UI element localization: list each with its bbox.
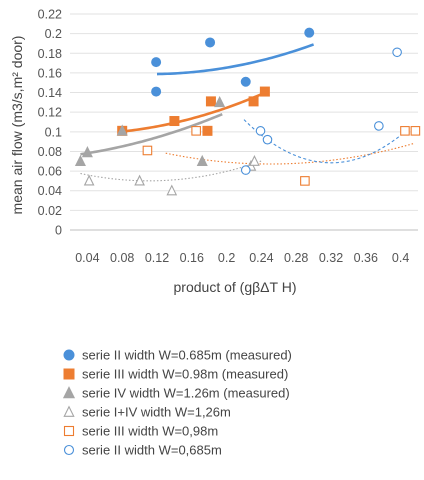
data-point-series-4 — [166, 184, 178, 196]
data-point-series-1 — [240, 76, 251, 87]
data-points — [74, 27, 421, 196]
y-tick-label: 0.14 — [38, 86, 62, 100]
legend-marker-series-6 — [63, 444, 75, 456]
trendline-series-4 — [80, 160, 262, 182]
x-axis-title: product of (gβΔT H) — [174, 279, 297, 295]
data-point-series-6 — [392, 47, 402, 58]
trendlines — [80, 43, 414, 182]
data-point-series-3 — [116, 124, 128, 136]
x-tick-label: 0.16 — [180, 251, 204, 265]
legend-label-series-3: serie IV width W=1.26m (measured) — [82, 386, 290, 401]
data-point-series-6 — [255, 126, 266, 136]
legend-marker-series-3 — [62, 386, 76, 399]
y-tick-label: 0.2 — [45, 27, 62, 41]
legend-label-series-6: serie II width W=0,685m — [82, 443, 222, 458]
data-point-series-3 — [196, 154, 208, 167]
x-tick-label: 0.2 — [218, 251, 235, 265]
data-point-series-5 — [191, 126, 201, 136]
data-point-series-5 — [410, 126, 421, 136]
data-point-series-1 — [151, 57, 162, 68]
y-tick-label: 0.18 — [38, 47, 62, 61]
data-point-series-1 — [151, 86, 162, 97]
data-point-series-4 — [83, 174, 95, 186]
data-point-series-1 — [304, 27, 315, 38]
y-axis-ticks: 0 0.02 0.04 0.06 0.08 0.1 0.12 0.14 0.16 0.18 0.2 0… — [38, 8, 62, 238]
x-tick-label: 0.08 — [110, 251, 134, 265]
data-point-series-5 — [142, 145, 153, 156]
data-point-series-2 — [202, 125, 213, 136]
data-point-series-5 — [300, 176, 310, 186]
y-tick-label: 0 — [55, 224, 62, 238]
x-tick-label: 0.12 — [145, 251, 169, 265]
y-axis-title: mean air flow (m3/s,m² door) — [9, 36, 25, 215]
y-tick-label: 0.02 — [38, 204, 62, 218]
data-point-series-4 — [134, 174, 145, 186]
legend-label-series-4: serie I+IV width W=1,26m — [82, 405, 231, 420]
y-tick-label: 0.16 — [38, 66, 62, 80]
trendline-series-1 — [156, 43, 315, 76]
trendline-series-3 — [80, 112, 223, 156]
data-point-series-3 — [74, 154, 86, 167]
x-tick-label: 0.4 — [392, 251, 409, 265]
data-point-series-1 — [205, 37, 216, 48]
y-tick-label: 0.22 — [38, 8, 62, 22]
x-tick-label: 0.32 — [319, 251, 343, 265]
trendline-series-6 — [243, 119, 410, 164]
data-point-series-4 — [249, 154, 260, 166]
y-tick-label: 0.04 — [38, 184, 62, 198]
y-tick-label: 0.1 — [45, 125, 62, 139]
x-tick-label: 0.04 — [75, 251, 99, 265]
x-tick-label: 0.28 — [284, 251, 308, 265]
legend-label-series-2: serie III width W=0.98m (measured) — [82, 367, 288, 382]
legend-label-series-5: serie III width W=0,98m — [82, 424, 218, 439]
legend-marker-series-4 — [63, 405, 75, 417]
data-point-series-6 — [240, 165, 251, 175]
x-tick-label: 0.36 — [354, 251, 378, 265]
data-point-series-2 — [169, 116, 180, 127]
data-point-series-2 — [205, 96, 216, 107]
data-point-series-2 — [259, 86, 270, 97]
data-point-series-6 — [262, 134, 273, 145]
data-point-series-3 — [214, 95, 226, 108]
x-tick-label: 0.24 — [249, 251, 273, 265]
legend-marker-series-1 — [63, 349, 75, 361]
data-point-series-3 — [81, 146, 93, 158]
data-point-series-6 — [374, 121, 384, 131]
y-tick-label: 0.12 — [38, 106, 62, 120]
gridlines — [70, 13, 418, 231]
y-tick-label: 0.08 — [38, 145, 62, 159]
data-point-series-2 — [248, 96, 259, 107]
legend-label-series-1: serie II width W=0.685m (measured) — [82, 348, 292, 363]
legend: serie II width W=0.685m (measured) serie … — [62, 348, 292, 458]
legend-marker-series-2 — [63, 368, 75, 380]
x-axis-ticks: 0.04 0.08 0.12 0.16 0.2 0.24 0.28 0.32 0.36 0.4 — [75, 251, 409, 265]
trendline-series-2 — [122, 91, 267, 133]
legend-marker-series-5 — [63, 425, 75, 437]
data-point-series-5 — [400, 126, 410, 136]
y-tick-label: 0.06 — [38, 165, 62, 179]
